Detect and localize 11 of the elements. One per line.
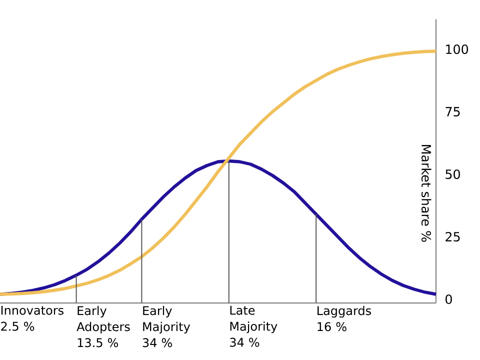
y-tick-label: 25 xyxy=(446,232,460,242)
text: Late Majority 34 % xyxy=(230,306,278,347)
y-tick-label: 75 xyxy=(446,107,460,116)
y-tick-label: 100 xyxy=(446,44,468,54)
y-tick-label: 0 xyxy=(446,294,452,304)
text: Laggards 16 % xyxy=(318,306,372,332)
text: Early Adopters 13.5 % xyxy=(76,306,130,348)
text: Innovators 2.5 % xyxy=(1,306,64,331)
y-tick-label: 50 xyxy=(446,169,460,180)
y-axis-title: Market share % xyxy=(421,144,432,242)
text: Early Majority 34 % xyxy=(142,306,190,348)
